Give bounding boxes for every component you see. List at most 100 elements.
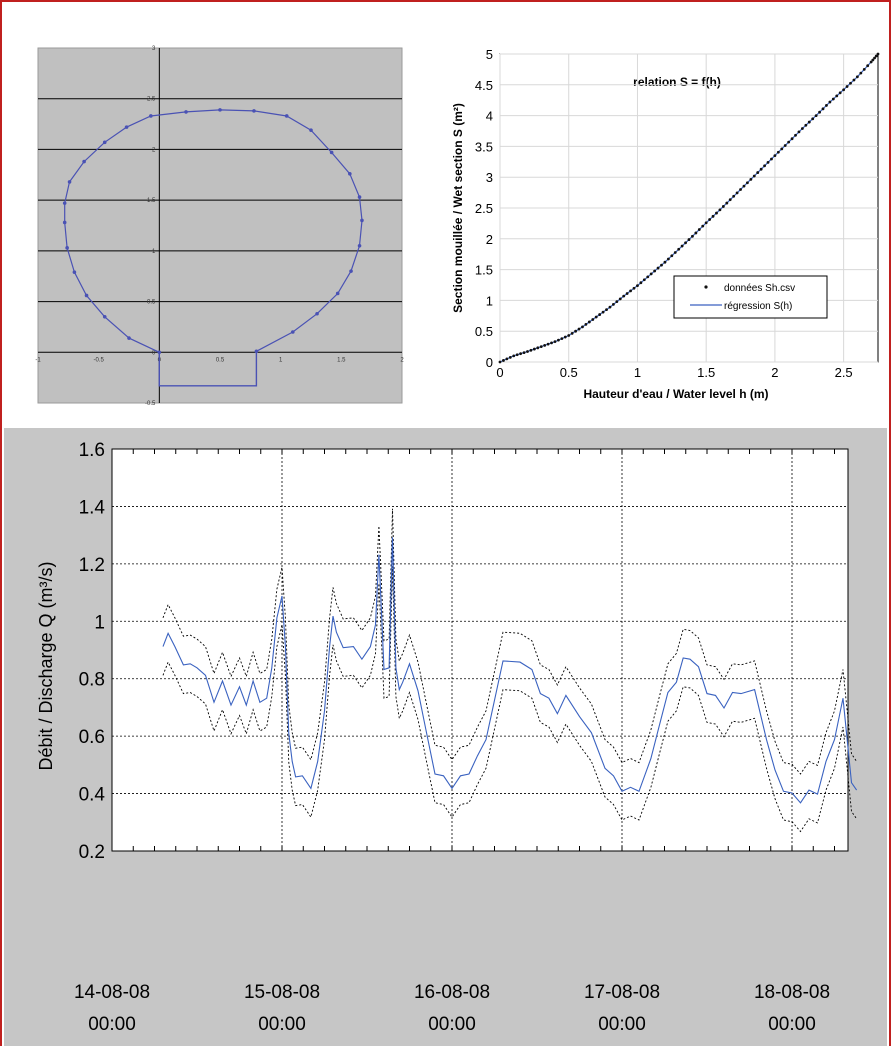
data-point — [553, 340, 557, 344]
data-point — [581, 325, 584, 329]
discharge-x-tick: 14-08-08 — [74, 982, 150, 1003]
discharge-y-tick: 0.6 — [79, 727, 105, 748]
data-point — [766, 161, 770, 164]
legend-label-points: données Sh.csv — [724, 283, 795, 294]
cross-section-profile-point — [315, 311, 319, 316]
lower-confidence-band — [162, 566, 857, 833]
cross-section-profile-point — [357, 243, 362, 248]
data-point — [508, 355, 512, 359]
cross-section-x-tick: -1 — [35, 357, 41, 363]
cross-section-profile-point — [284, 114, 289, 118]
data-point — [642, 278, 646, 282]
data-point — [532, 347, 536, 351]
data-point — [842, 88, 846, 92]
discharge-y-tick: 0.8 — [79, 670, 105, 691]
data-point — [718, 208, 722, 212]
cross-section-profile-point — [62, 201, 67, 205]
cross-section-x-tick: 1 — [279, 357, 283, 363]
cross-section-profile-point — [254, 349, 259, 354]
data-point — [515, 353, 519, 357]
data-point — [721, 205, 725, 208]
discharge-y-tick: 1 — [94, 612, 105, 633]
data-point — [660, 263, 663, 267]
data-point — [797, 130, 801, 134]
cross-section-chart: -0.500.511.522.53-1 -0.5 0 0.5 1 1.5 2 — [35, 46, 404, 407]
data-point — [673, 251, 677, 254]
wet-section-y-tick: 5 — [486, 47, 493, 62]
cross-section-profile-point — [309, 128, 313, 132]
data-point — [522, 351, 526, 355]
cross-section-x-tick: -0.5 — [93, 357, 104, 363]
cross-section-profile-point — [67, 180, 72, 184]
wet-section-x-label: Hauteur d'eau / Water level h (m) — [583, 387, 768, 401]
data-point — [598, 313, 602, 316]
wet-section-y-tick: 1 — [486, 293, 493, 308]
data-point — [656, 266, 660, 270]
data-point — [529, 348, 533, 352]
data-point — [831, 97, 835, 101]
wet-section-y-tick: 3.5 — [475, 139, 493, 154]
data-point — [526, 350, 529, 353]
cross-section-profile-point — [84, 293, 89, 298]
data-point — [649, 272, 653, 276]
wet-section-y-tick: 2.5 — [475, 201, 493, 216]
data-point — [502, 359, 505, 362]
data-point — [725, 201, 729, 205]
cross-section-profile-point — [62, 220, 67, 225]
data-point — [763, 164, 766, 168]
cross-section-profile-point — [329, 150, 334, 155]
wet-section-y-tick: 4.5 — [475, 78, 493, 93]
data-point — [591, 318, 595, 321]
data-point — [543, 343, 547, 347]
data-point — [567, 334, 571, 337]
cross-section-profile-point — [252, 109, 256, 113]
data-point — [677, 247, 681, 251]
data-point — [855, 75, 859, 79]
discharge-y-tick: 1.2 — [79, 555, 105, 576]
data-point — [612, 303, 615, 306]
cross-section-y-tick: 0 — [152, 350, 156, 356]
cross-section-profile-point — [82, 159, 86, 164]
data-point — [770, 157, 773, 161]
data-point — [570, 331, 574, 335]
wet-section-x-tick: 0 — [496, 365, 503, 380]
cross-section-y-tick: 0.5 — [147, 300, 156, 306]
data-point — [814, 114, 818, 117]
data-point — [632, 286, 636, 290]
data-point — [869, 60, 873, 64]
wet-section-y-tick: 0.5 — [475, 324, 493, 339]
data-point — [701, 224, 705, 228]
data-point — [787, 140, 791, 144]
discharge-chart: Débit / Discharge Q (m³/s) 0.2 0.4 0.6 0.8 1… — [36, 440, 858, 1035]
data-point — [828, 100, 832, 104]
cross-section-profile-point — [72, 270, 77, 274]
data-point — [756, 171, 760, 174]
cross-section-y-tick: 2.5 — [147, 97, 156, 103]
cross-section-y-tick: 1.5 — [147, 198, 156, 204]
data-point — [871, 58, 875, 62]
data-point — [622, 294, 626, 298]
cross-section-x-tick: 0.5 — [216, 357, 225, 363]
data-point — [825, 104, 828, 107]
data-point — [849, 81, 852, 85]
data-point — [873, 56, 876, 60]
data-point — [801, 127, 804, 130]
wet-section-y-tick: 2 — [486, 232, 493, 247]
discharge-y-tick: 1.6 — [79, 440, 105, 461]
data-point — [835, 94, 839, 98]
data-point — [735, 191, 739, 195]
cross-section-profile-line — [64, 109, 363, 353]
discharge-x-tick: 00:00 — [768, 1014, 816, 1035]
data-point — [663, 260, 667, 264]
data-point — [684, 241, 687, 245]
cross-section-profile-point — [357, 195, 362, 199]
discharge-series-line — [162, 537, 858, 804]
data-point — [739, 188, 742, 191]
data-point — [749, 177, 753, 181]
data-point — [821, 107, 825, 111]
data-point — [845, 85, 849, 88]
data-point — [866, 64, 870, 68]
data-point — [560, 337, 564, 340]
cross-section-y-tick: 3 — [152, 46, 156, 52]
data-point — [691, 234, 694, 238]
